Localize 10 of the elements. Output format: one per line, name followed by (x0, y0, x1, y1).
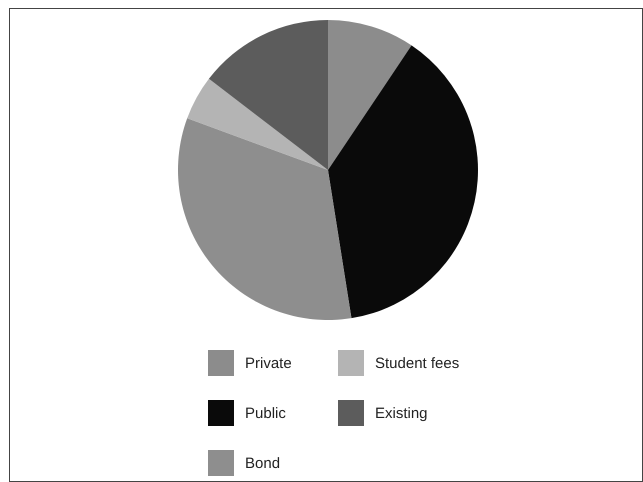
legend-label: Private (245, 355, 292, 372)
legend-label: Bond (245, 455, 280, 472)
pie-slice (208, 20, 328, 170)
legend-label: Student fees (375, 355, 460, 372)
legend-label: Public (245, 405, 286, 422)
pie-slice (328, 45, 478, 318)
legend-label: Existing (375, 405, 428, 422)
pie-slice (178, 118, 352, 320)
pie-slice (328, 20, 412, 170)
pie-slice (187, 78, 328, 170)
